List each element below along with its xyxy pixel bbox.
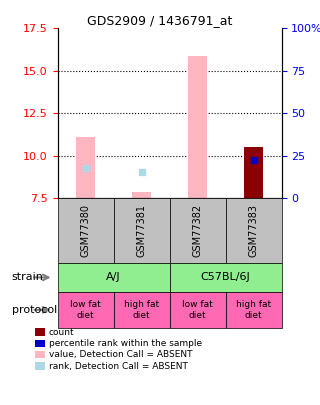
Text: rank, Detection Call = ABSENT: rank, Detection Call = ABSENT bbox=[49, 362, 188, 371]
Text: GSM77383: GSM77383 bbox=[249, 205, 259, 257]
Text: percentile rank within the sample: percentile rank within the sample bbox=[49, 339, 202, 348]
Text: high fat
diet: high fat diet bbox=[124, 300, 159, 320]
Text: GSM77382: GSM77382 bbox=[193, 204, 203, 258]
Text: GDS2909 / 1436791_at: GDS2909 / 1436791_at bbox=[87, 14, 233, 27]
Text: low fat
diet: low fat diet bbox=[70, 300, 101, 320]
Bar bbox=[132, 192, 151, 198]
Text: C57BL/6J: C57BL/6J bbox=[201, 273, 251, 282]
Text: value, Detection Call = ABSENT: value, Detection Call = ABSENT bbox=[49, 350, 192, 359]
Text: GSM77380: GSM77380 bbox=[81, 205, 91, 257]
Bar bbox=[76, 137, 95, 198]
Bar bbox=[244, 147, 263, 198]
Text: high fat
diet: high fat diet bbox=[236, 300, 271, 320]
Text: protocol: protocol bbox=[12, 305, 57, 315]
Bar bbox=[188, 56, 207, 198]
Bar bbox=[244, 147, 263, 198]
Text: A/J: A/J bbox=[106, 273, 121, 282]
Text: GSM77381: GSM77381 bbox=[137, 205, 147, 257]
Text: count: count bbox=[49, 328, 75, 337]
Text: strain: strain bbox=[12, 273, 44, 282]
Text: low fat
diet: low fat diet bbox=[182, 300, 213, 320]
